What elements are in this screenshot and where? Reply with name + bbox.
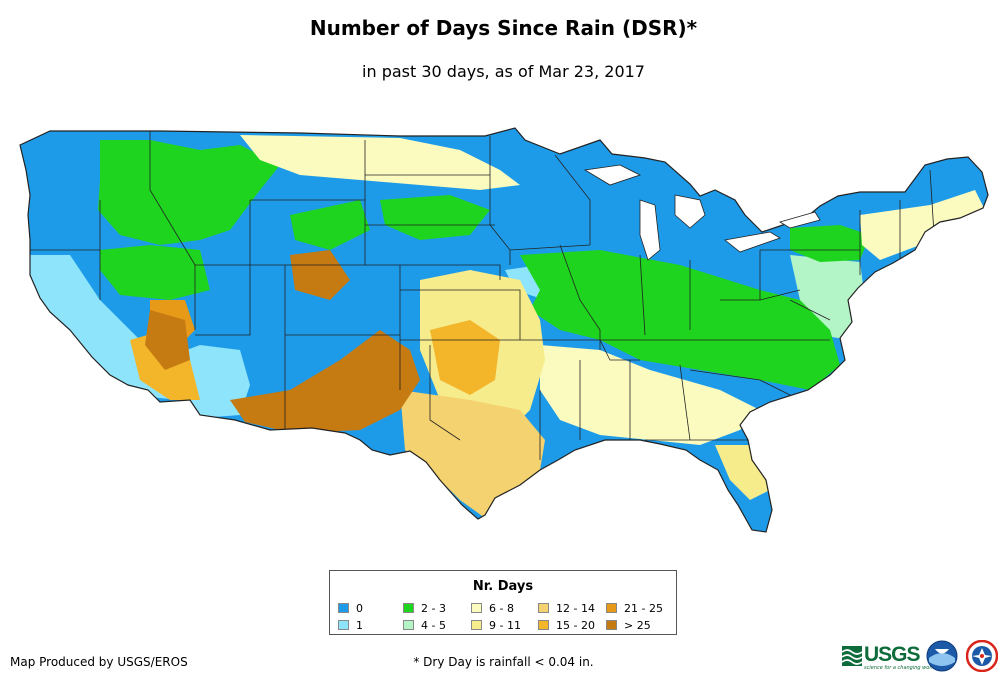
legend-swatch bbox=[403, 620, 414, 630]
legend-item-over-25: > 25 bbox=[606, 620, 651, 632]
dsr-map bbox=[19, 127, 989, 533]
zone-15-20-days-oklahoma bbox=[430, 320, 500, 395]
map-title: Number of Days Since Rain (DSR)* bbox=[309, 16, 698, 40]
noaa-logo-icon bbox=[926, 640, 958, 672]
zone-1-day-northeast bbox=[790, 255, 865, 340]
legend-item-21-25: 21 - 25 bbox=[606, 603, 663, 615]
legend-swatch bbox=[403, 603, 414, 613]
legend-item-4-5: 4 - 5 bbox=[403, 620, 446, 632]
zone-1-day-west bbox=[30, 255, 250, 418]
usgs-logo: USGS science for a changing world bbox=[842, 642, 936, 672]
zone-2-3-days-great-basin bbox=[100, 245, 210, 300]
legend-swatch bbox=[606, 603, 617, 613]
legend-title: Nr. Days bbox=[472, 579, 534, 594]
zone-6-8-days-southeast bbox=[540, 345, 760, 445]
map-subtitle: in past 30 days, as of Mar 23, 2017 bbox=[362, 62, 645, 81]
zone-over-25-days-colorado bbox=[290, 250, 350, 300]
legend-item-6-8: 6 - 8 bbox=[471, 603, 514, 615]
legend-swatch bbox=[471, 620, 482, 630]
nws-logo-icon bbox=[966, 640, 998, 672]
dry-day-footnote: * Dry Day is rainfall < 0.04 in. bbox=[413, 655, 594, 669]
map-credit: Map Produced by USGS/EROS bbox=[10, 655, 188, 669]
legend-item-0: 0 bbox=[338, 603, 363, 615]
zone-6-8-days-northern-plains bbox=[240, 135, 520, 190]
state-boundaries bbox=[30, 131, 936, 461]
legend-swatch bbox=[338, 620, 349, 630]
zone-6-8-days-new-england bbox=[860, 190, 985, 260]
zone-2-3-days-northwest bbox=[98, 140, 280, 245]
zone-12-14-days-texas bbox=[400, 390, 545, 518]
legend: Nr. Days 0 1 2 - 3 4 - 5 6 - 8 9 - 11 12… bbox=[329, 570, 677, 635]
agency-logos: USGS science for a changing world bbox=[842, 640, 1002, 680]
legend-swatch bbox=[538, 603, 549, 613]
legend-item-12-14: 12 - 14 bbox=[538, 603, 595, 615]
great-lakes bbox=[583, 164, 821, 261]
zone-2-3-days-dakotas bbox=[380, 195, 490, 240]
usgs-tagline: science for a changing world bbox=[864, 665, 936, 671]
legend-item-15-20: 15 - 20 bbox=[538, 620, 595, 632]
precip-zones bbox=[30, 135, 985, 518]
legend-item-9-11: 9 - 11 bbox=[471, 620, 521, 632]
zone-2-3-days-new-york bbox=[790, 225, 870, 262]
zone-over-25-days-arizona bbox=[145, 310, 190, 370]
usgs-wordmark: USGS bbox=[864, 643, 921, 666]
zone-2-3-days-montana bbox=[290, 200, 370, 250]
legend-swatch bbox=[606, 620, 617, 630]
zone-2-3-days-ohio-valley bbox=[520, 250, 840, 390]
legend-item-2-3: 2 - 3 bbox=[403, 603, 446, 615]
usgs-waves-icon bbox=[842, 646, 862, 666]
zone-over-25-days-southwest bbox=[230, 330, 420, 432]
legend-swatch bbox=[338, 603, 349, 613]
legend-item-1: 1 bbox=[338, 620, 363, 632]
legend-swatch bbox=[538, 620, 549, 630]
legend-swatch bbox=[471, 603, 482, 613]
